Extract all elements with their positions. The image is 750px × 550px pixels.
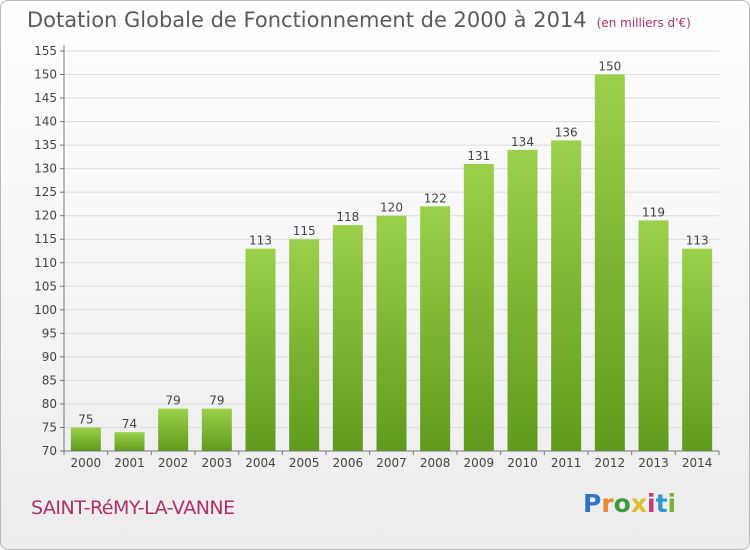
- y-tick-label: 150: [34, 68, 57, 82]
- y-tick-label: 90: [42, 350, 57, 364]
- y-tick-label: 125: [34, 185, 57, 199]
- y-tick-label: 130: [34, 162, 57, 176]
- data-label: 79: [209, 394, 224, 408]
- bar: [201, 408, 232, 451]
- data-label: 118: [336, 210, 359, 224]
- x-tick-label: 2008: [420, 456, 451, 470]
- x-tick-label: 2009: [464, 456, 495, 470]
- bar: [332, 225, 363, 451]
- x-tick-label: 2001: [114, 456, 145, 470]
- unit-label: (en milliers d'€): [596, 16, 691, 30]
- data-label: 131: [467, 149, 490, 163]
- proxiti-logo: Proxiti: [583, 489, 677, 518]
- x-tick-label: 2013: [638, 456, 669, 470]
- data-label: 134: [511, 135, 534, 149]
- bar: [158, 408, 189, 451]
- data-label: 75: [78, 412, 93, 426]
- y-tick-label: 135: [34, 138, 57, 152]
- x-tick-label: 2011: [551, 456, 582, 470]
- x-tick-label: 2003: [202, 456, 233, 470]
- y-tick-label: 85: [42, 373, 57, 387]
- x-tick-label: 2004: [245, 456, 276, 470]
- bar: [70, 427, 101, 451]
- data-label: 79: [166, 394, 181, 408]
- x-tick-label: 2012: [595, 456, 626, 470]
- data-label: 74: [122, 417, 137, 431]
- bar: [420, 206, 451, 451]
- bar: [682, 248, 713, 451]
- bar: [551, 140, 582, 452]
- x-tick-label: 2010: [507, 456, 538, 470]
- data-label: 150: [598, 60, 621, 74]
- data-label: 119: [642, 205, 665, 219]
- x-tick-label: 2000: [71, 456, 102, 470]
- y-tick-label: 100: [34, 303, 57, 317]
- y-tick-label: 140: [34, 115, 57, 129]
- x-tick-label: 2007: [376, 456, 407, 470]
- data-label: 122: [424, 191, 447, 205]
- bar: [638, 220, 669, 451]
- y-tick-label: 75: [42, 420, 57, 434]
- x-tick-label: 2005: [289, 456, 320, 470]
- y-tick-label: 105: [34, 279, 57, 293]
- y-tick-label: 120: [34, 209, 57, 223]
- y-tick-label: 155: [34, 44, 57, 58]
- y-tick-label: 115: [34, 232, 57, 246]
- x-tick-label: 2002: [158, 456, 189, 470]
- y-tick-label: 95: [42, 326, 57, 340]
- bar: [594, 74, 625, 451]
- bar: [507, 149, 538, 451]
- y-tick-label: 110: [34, 256, 57, 270]
- y-tick-label: 80: [42, 397, 57, 411]
- data-label: 113: [686, 234, 709, 248]
- x-tick-label: 2006: [333, 456, 364, 470]
- bar: [376, 215, 407, 451]
- data-label: 136: [555, 125, 578, 139]
- x-tick-label: 2014: [682, 456, 713, 470]
- data-label: 115: [293, 224, 316, 238]
- y-tick-label: 70: [42, 444, 57, 458]
- y-tick-label: 145: [34, 91, 57, 105]
- data-label: 113: [249, 234, 272, 248]
- commune-name: SAINT-RéMY-LA-VANNE: [31, 497, 235, 519]
- bar: [114, 432, 145, 451]
- data-label: 120: [380, 201, 403, 215]
- chart-title: Dotation Globale de Fonctionnement de 20…: [27, 8, 691, 32]
- bar: [463, 163, 494, 452]
- bar: [245, 248, 276, 451]
- bar: [289, 239, 320, 451]
